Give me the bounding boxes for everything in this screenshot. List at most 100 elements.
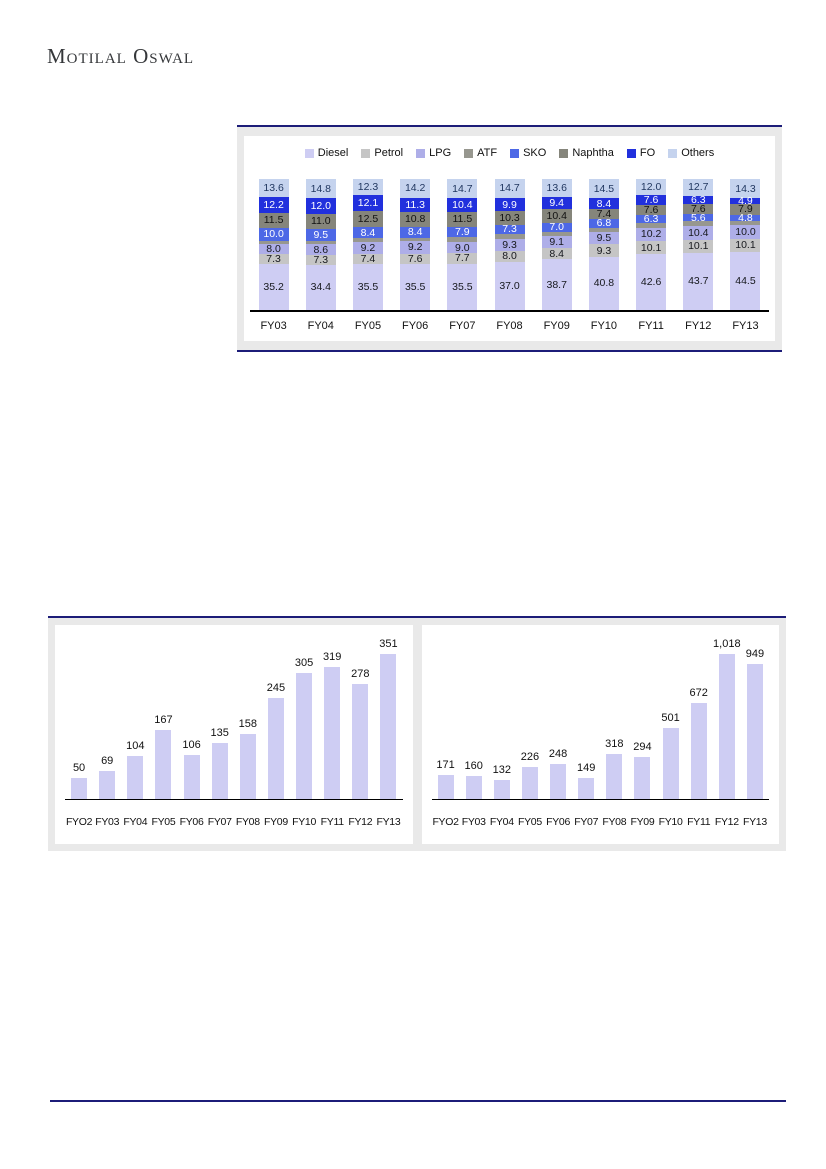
- segment-naphtha: 10.4: [541, 209, 572, 223]
- x-axis-label: FY05: [151, 816, 176, 828]
- x-axis-label: FY11: [687, 816, 711, 828]
- stacked-bar-fy08: 37.0 8.0 9.3 7.3 10.3 9.9 14.7: [494, 178, 525, 310]
- segment-value-label: 13.6: [546, 181, 567, 194]
- bar-column: 672: [685, 687, 713, 799]
- bar-value-label: 351: [379, 638, 398, 650]
- segment-diesel: 40.8: [588, 256, 619, 310]
- segment-value-label: 12.1: [357, 196, 379, 209]
- bar-column: 1,018: [713, 638, 741, 799]
- segment-petrol: 10.1: [683, 239, 714, 253]
- segment-value-label: 7.3: [313, 254, 329, 267]
- segment-others: 12.0: [636, 178, 667, 195]
- legend-item-atf: ATF: [464, 147, 497, 159]
- stacked-bar-column: 42.6 10.1 10.2 6.3 7.6 7.6 12.0: [628, 178, 675, 310]
- legend-item-fo: FO: [626, 147, 655, 159]
- segment-value-label: 38.7: [546, 278, 567, 291]
- bar-column: 319: [318, 651, 346, 799]
- stacked-bar-fy11: 42.6 10.1 10.2 6.3 7.6 7.6 12.0: [636, 178, 667, 310]
- fuel-mix-stacked-chart: Diesel Petrol LPG ATF SKO Naphtha FO Others 35.…: [237, 125, 782, 352]
- segment-diesel: 35.5: [352, 263, 383, 310]
- bar-column: 949: [741, 648, 769, 799]
- segment-naphtha: 7.9: [730, 204, 761, 215]
- footer-rule: [50, 1100, 786, 1102]
- segment-petrol: 8.0: [494, 251, 525, 262]
- segment-value-label: 9.5: [313, 228, 329, 241]
- others-swatch-icon: [668, 148, 678, 158]
- stacked-bar-column: 43.7 10.1 10.4 5.6 7.6 6.3 12.7: [675, 179, 722, 310]
- bar-value-label: 248: [548, 747, 568, 760]
- bar-fy03: [465, 776, 482, 799]
- segment-atf: [494, 234, 525, 239]
- bar-fy09: [267, 697, 284, 799]
- x-axis-label: FY13: [376, 816, 401, 828]
- segment-value-label: 34.4: [310, 281, 331, 294]
- x-axis-label: FY05: [517, 816, 542, 828]
- legend-item-others: Others: [668, 147, 714, 159]
- segment-lpg: 9.2: [400, 241, 431, 254]
- bar-column: 135: [206, 727, 234, 799]
- x-axis-label: FY04: [489, 816, 514, 828]
- x-axis-label: FY12: [685, 320, 712, 332]
- segment-sko: 6.8: [588, 218, 619, 229]
- segment-value-label: 13.6: [263, 181, 284, 194]
- segment-value-label: 4.9: [738, 195, 753, 208]
- bar-value-label: 132: [492, 764, 511, 777]
- mini-charts-frame: 50 69 104 167 106 135 158 245 305 319 278 351 FYO2 F…: [48, 618, 786, 851]
- bar-fy11: [324, 667, 341, 799]
- segment-fo: 9.4: [541, 196, 572, 210]
- x-axis-label: FY13: [742, 816, 767, 828]
- segment-lpg: 9.3: [494, 238, 525, 251]
- segment-petrol: 7.3: [305, 254, 336, 267]
- segment-value-label: 9.5: [596, 232, 612, 245]
- segment-sko: 7.9: [447, 227, 478, 237]
- segment-value-label: 11.0: [310, 215, 331, 228]
- segment-others: 12.3: [352, 178, 383, 196]
- segment-lpg: 8.0: [258, 243, 289, 256]
- segment-value-label: 8.0: [266, 243, 281, 256]
- legend-item-naphtha: Naphtha: [559, 147, 614, 159]
- bar-value-label: 318: [605, 737, 624, 750]
- segment-others: 14.5: [588, 179, 619, 199]
- x-axis-label: FY06: [546, 816, 571, 828]
- segment-value-label: 6.3: [643, 212, 659, 225]
- bar-value-label: 672: [689, 687, 708, 700]
- segment-fo: 7.6: [636, 194, 667, 205]
- bar-value-label: 226: [520, 750, 540, 763]
- bar-fy11: [690, 703, 707, 799]
- x-axis-label: FYO2: [65, 816, 93, 828]
- segment-value-label: 11.5: [263, 214, 284, 227]
- segment-naphtha: 10.3: [494, 211, 525, 225]
- lpg-swatch-icon: [416, 148, 426, 158]
- legend-item-sko: SKO: [510, 147, 546, 159]
- segment-value-label: 11.5: [452, 213, 473, 226]
- stacked-bar-fy07: 35.5 7.7 9.0 7.9 11.5 10.4 14.7: [447, 179, 478, 310]
- segment-value-label: 7.7: [455, 252, 470, 265]
- segment-sko: 6.3: [636, 212, 667, 225]
- legend-label: Others: [681, 147, 715, 159]
- segment-lpg: 9.2: [352, 241, 383, 254]
- mini-xlabels: FYO2 FY03 FY04 FY05 FY06 FY07 FY08 FY09 FY10 FY11…: [432, 816, 770, 828]
- segment-value-label: 7.3: [266, 253, 281, 266]
- segment-atf: [447, 237, 478, 242]
- bar-value-label: 319: [323, 651, 342, 664]
- segment-others: 14.8: [305, 179, 336, 199]
- bar-column: 245: [262, 682, 290, 799]
- x-axis-label: FY06: [179, 816, 204, 828]
- x-axis-label: FY03: [95, 816, 120, 828]
- segment-value-label: 10.1: [735, 239, 756, 252]
- segment-sko: 10.0: [258, 227, 289, 241]
- segment-naphtha: 11.5: [447, 211, 478, 228]
- bar-column: 171: [432, 759, 460, 799]
- bar-fy07: [578, 777, 595, 799]
- segment-petrol: 7.4: [352, 253, 383, 264]
- segment-lpg: 9.1: [541, 236, 572, 249]
- mini-chart-right: 171 160 132 226 248 149 318 294 501 672 1,018 949 F…: [421, 625, 779, 844]
- segment-value-label: 8.4: [549, 247, 565, 260]
- legend-label: Petrol: [374, 147, 404, 159]
- bar-value-label: 1,018: [713, 638, 741, 650]
- segment-value-label: 8.4: [407, 226, 423, 239]
- bar-column: 294: [628, 741, 656, 799]
- legend-label: LPG: [429, 147, 452, 159]
- segment-value-label: 37.0: [499, 279, 520, 292]
